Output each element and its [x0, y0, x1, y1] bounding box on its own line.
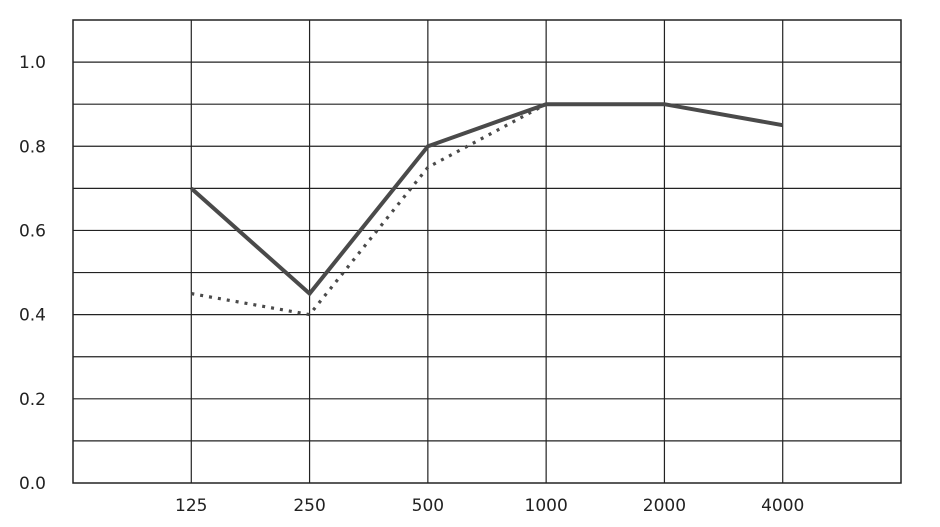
- series-line-solid: [189, 102, 784, 297]
- y-tick-label: 0.2: [19, 390, 46, 410]
- y-tick-label: 0.6: [19, 221, 46, 241]
- x-tick-label: 2000: [643, 496, 686, 516]
- x-tick-labels: 125 250 500 1000 2000 4000: [175, 496, 804, 516]
- y-tick-label: 0.8: [19, 137, 46, 157]
- y-tick-label: 0.4: [19, 306, 46, 326]
- x-tick-label: 4000: [761, 496, 804, 516]
- x-tick-label: 500: [412, 496, 444, 516]
- x-tick-label: 1000: [525, 496, 568, 516]
- x-tick-label: 250: [293, 496, 325, 516]
- plot-frame: [72, 19, 902, 484]
- x-tick-label: 125: [175, 496, 207, 516]
- y-tick-label: 0.0: [19, 474, 46, 494]
- y-tick-labels: 0.0 0.2 0.4 0.6 0.8 1.0: [19, 53, 46, 494]
- grid: [73, 20, 901, 483]
- series-lines: [189, 102, 784, 317]
- series-line-dotted: [191, 102, 547, 317]
- axes: [72, 19, 902, 484]
- y-tick-label: 1.0: [19, 53, 46, 73]
